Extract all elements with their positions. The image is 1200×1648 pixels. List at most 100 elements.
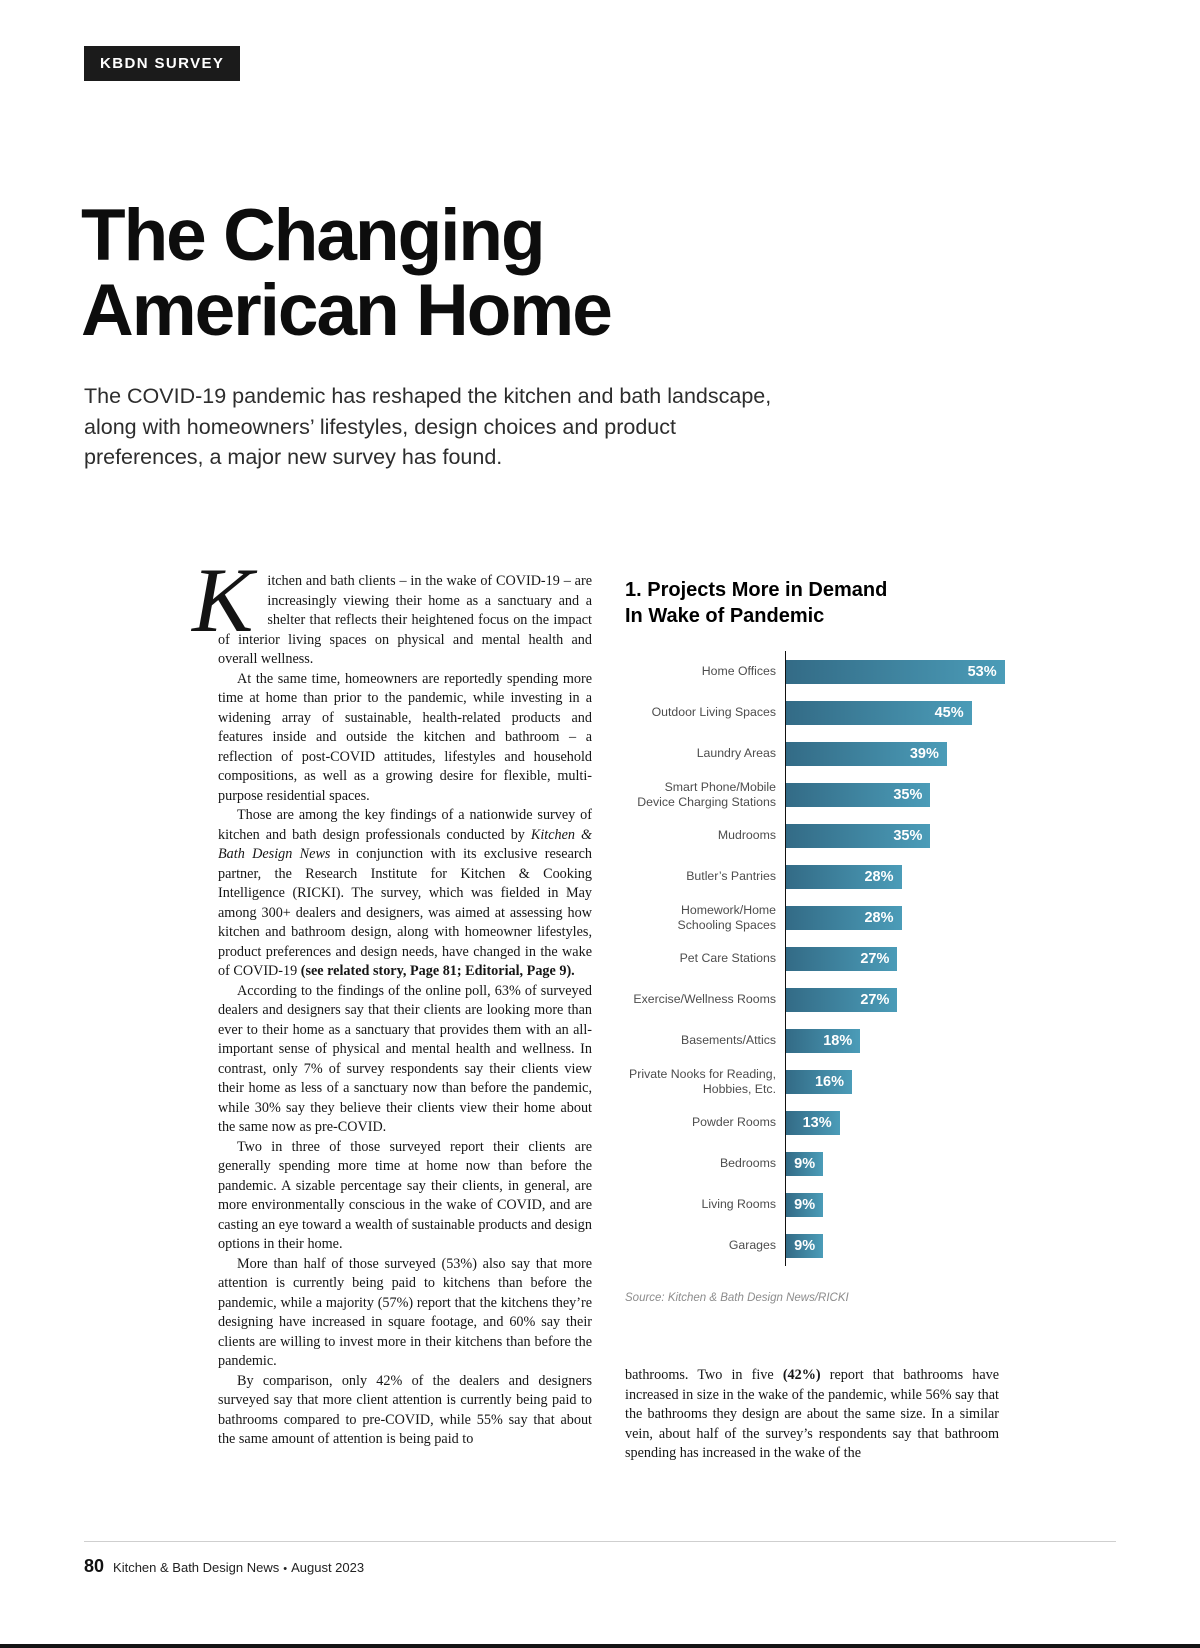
chart-bar: 35% bbox=[786, 782, 931, 807]
chart-bar: 9% bbox=[786, 1233, 824, 1258]
chart-value-label: 35% bbox=[893, 786, 923, 803]
chart-value-label: 28% bbox=[864, 868, 894, 885]
chart-bar-track: 35% bbox=[785, 774, 1116, 816]
chart-value-label: 28% bbox=[864, 909, 894, 926]
chart-bar: 27% bbox=[786, 987, 898, 1012]
chart-value-label: 39% bbox=[909, 745, 939, 762]
chart-category-label: Bedrooms bbox=[719, 1156, 776, 1171]
chart-row: Exercise/Wellness Rooms 27% bbox=[625, 979, 1116, 1021]
chart-row: Pet Care Stations 27% bbox=[625, 938, 1116, 980]
chart-category-label: Living Rooms bbox=[701, 1197, 777, 1212]
chart-row: Laundry Areas 39% bbox=[625, 733, 1116, 775]
chart-bar: 28% bbox=[786, 905, 902, 930]
chart-value-label: 45% bbox=[934, 704, 964, 721]
chart-bar: 9% bbox=[786, 1192, 824, 1217]
chart-row: Butler’s Pantries 28% bbox=[625, 856, 1116, 898]
chart-bar: 13% bbox=[786, 1110, 840, 1135]
chart-bar-track: 27% bbox=[785, 938, 1116, 980]
chart-value-label: 9% bbox=[794, 1237, 816, 1254]
article-paragraph: bathrooms. Two in five (42%) report that… bbox=[625, 1366, 999, 1464]
text-segment: Those are among the key findings of a na… bbox=[218, 807, 592, 843]
article-right-column: bathrooms. Two in five (42%) report that… bbox=[625, 1366, 999, 1464]
footer-separator: • bbox=[283, 1563, 288, 1575]
chart-row: Home Offices 53% bbox=[625, 651, 1116, 693]
text-segment: According to the findings of the online … bbox=[218, 982, 592, 1136]
chart-category-label: Outdoor Living Spaces bbox=[651, 705, 776, 720]
chart-bar-track: 28% bbox=[785, 856, 1116, 898]
chart-value-label: 9% bbox=[794, 1196, 816, 1213]
chart-category-label: Powder Rooms bbox=[691, 1115, 776, 1130]
chart-row: Bedrooms 9% bbox=[625, 1143, 1116, 1185]
chart-category-label: Butler’s Pantries bbox=[686, 869, 776, 884]
chart-bar-track: 35% bbox=[785, 815, 1116, 857]
chart-title-line2: In Wake of Pandemic bbox=[625, 604, 825, 627]
chart-category-label: Basements/Attics bbox=[681, 1033, 776, 1048]
chart-value-label: 35% bbox=[893, 827, 923, 844]
chart-bar-track: 53% bbox=[785, 651, 1116, 693]
text-segment: in conjunction with its exclusive resear… bbox=[218, 846, 592, 979]
article-paragraph: According to the findings of the online … bbox=[218, 982, 592, 1138]
chart-value-label: 16% bbox=[814, 1073, 844, 1090]
chart-category-label: Mudrooms bbox=[717, 828, 776, 843]
chart-value-label: 18% bbox=[823, 1032, 853, 1049]
text-segment: bathrooms. Two in five bbox=[625, 1367, 783, 1383]
text-segment: At the same time, homeowners are reporte… bbox=[218, 670, 592, 804]
article-paragraph: Two in three of those surveyed report th… bbox=[218, 1138, 592, 1255]
page-footer: 80 Kitchen & Bath Design News • August 202… bbox=[84, 1556, 364, 1577]
chart-bar: 35% bbox=[786, 823, 931, 848]
chart-row: Outdoor Living Spaces 45% bbox=[625, 692, 1116, 734]
article-paragraph: At the same time, homeowners are reporte… bbox=[218, 670, 592, 807]
chart-row: Basements/Attics 18% bbox=[625, 1020, 1116, 1062]
article-paragraph: By comparison, only 42% of the dealers a… bbox=[218, 1372, 592, 1450]
chart-row: Powder Rooms 13% bbox=[625, 1102, 1116, 1144]
chart-category-label: Homework/Home Schooling Spaces bbox=[677, 903, 776, 932]
chart-row: Living Rooms 9% bbox=[625, 1184, 1116, 1226]
chart-row: Homework/Home Schooling Spaces 28% bbox=[625, 897, 1116, 939]
demand-chart: 1. Projects More in Demand In Wake of Pa… bbox=[625, 578, 1116, 1304]
chart-value-label: 27% bbox=[860, 991, 890, 1008]
chart-category-label: Exercise/Wellness Rooms bbox=[633, 992, 776, 1007]
chart-value-label: 53% bbox=[967, 663, 997, 680]
chart-value-label: 9% bbox=[794, 1155, 816, 1172]
text-segment: Kitchen & Bath Design News bbox=[218, 826, 592, 863]
chart-row: Private Nooks for Reading, Hobbies, Etc.… bbox=[625, 1061, 1116, 1103]
article-paragraph: More than half of those surveyed (53%) a… bbox=[218, 1255, 592, 1372]
chart-bar-track: 16% bbox=[785, 1061, 1116, 1103]
article-paragraph: Those are among the key findings of a na… bbox=[218, 806, 592, 982]
chart-source: Source: Kitchen & Bath Design News/RICKI bbox=[625, 1292, 849, 1305]
footer-issue: August 2023 bbox=[291, 1560, 365, 1575]
chart-category-label: Laundry Areas bbox=[696, 746, 776, 761]
chart-category-label: Garages bbox=[728, 1238, 776, 1253]
chart-category-label: Private Nooks for Reading, Hobbies, Etc. bbox=[629, 1067, 776, 1096]
chart-bar: 39% bbox=[786, 741, 947, 766]
chart-bar: 45% bbox=[786, 700, 972, 725]
chart-category-label: Pet Care Stations bbox=[679, 951, 776, 966]
chart-bar-track: 9% bbox=[785, 1184, 1116, 1226]
footer-rule bbox=[84, 1541, 1116, 1542]
chart-category-label: Smart Phone/Mobile Device Charging Stati… bbox=[637, 780, 776, 809]
text-segment: report that bathrooms have increased in … bbox=[625, 1367, 1000, 1461]
section-tag-label: KBDN SURVEY bbox=[100, 55, 225, 72]
chart-value-label: 13% bbox=[802, 1114, 832, 1131]
text-segment: More than half of those surveyed (53%) a… bbox=[218, 1255, 592, 1370]
chart-value-label: 27% bbox=[860, 950, 890, 967]
footer-credit: Kitchen & Bath Design News • August 2023 bbox=[113, 1560, 364, 1575]
chart-bar-track: 45% bbox=[785, 692, 1116, 734]
footer-publication: Kitchen & Bath Design News bbox=[113, 1560, 280, 1575]
chart-bar-track: 18% bbox=[785, 1020, 1116, 1062]
text-segment: (see related story, Page 81; Editorial, … bbox=[300, 963, 575, 979]
chart-bar-track: 39% bbox=[785, 733, 1116, 775]
text-segment: (42%) bbox=[782, 1367, 821, 1383]
chart-rows: Home Offices 53% Outdoor Living Spaces 45% L… bbox=[625, 651, 1116, 1267]
chart-bar-track: 9% bbox=[785, 1225, 1116, 1267]
chart-bar-track: 13% bbox=[785, 1102, 1116, 1144]
chart-bar: 27% bbox=[786, 946, 898, 971]
page-bottom-edge bbox=[0, 1644, 1200, 1648]
chart-title-line1: 1. Projects More in Demand bbox=[625, 579, 888, 601]
chart-row: Mudrooms 35% bbox=[625, 815, 1116, 857]
chart-category-label: Home Offices bbox=[701, 664, 776, 679]
article-deck: The COVID-19 pandemic has reshaped the k… bbox=[84, 384, 772, 470]
